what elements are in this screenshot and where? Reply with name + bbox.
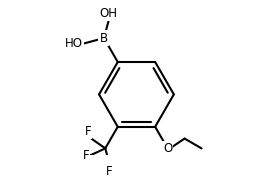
Text: F: F [106, 165, 113, 177]
Text: F: F [85, 125, 91, 138]
Text: O: O [163, 142, 172, 155]
Text: B: B [100, 32, 108, 45]
Text: F: F [82, 149, 89, 162]
Text: OH: OH [100, 7, 117, 20]
Text: HO: HO [65, 37, 83, 50]
